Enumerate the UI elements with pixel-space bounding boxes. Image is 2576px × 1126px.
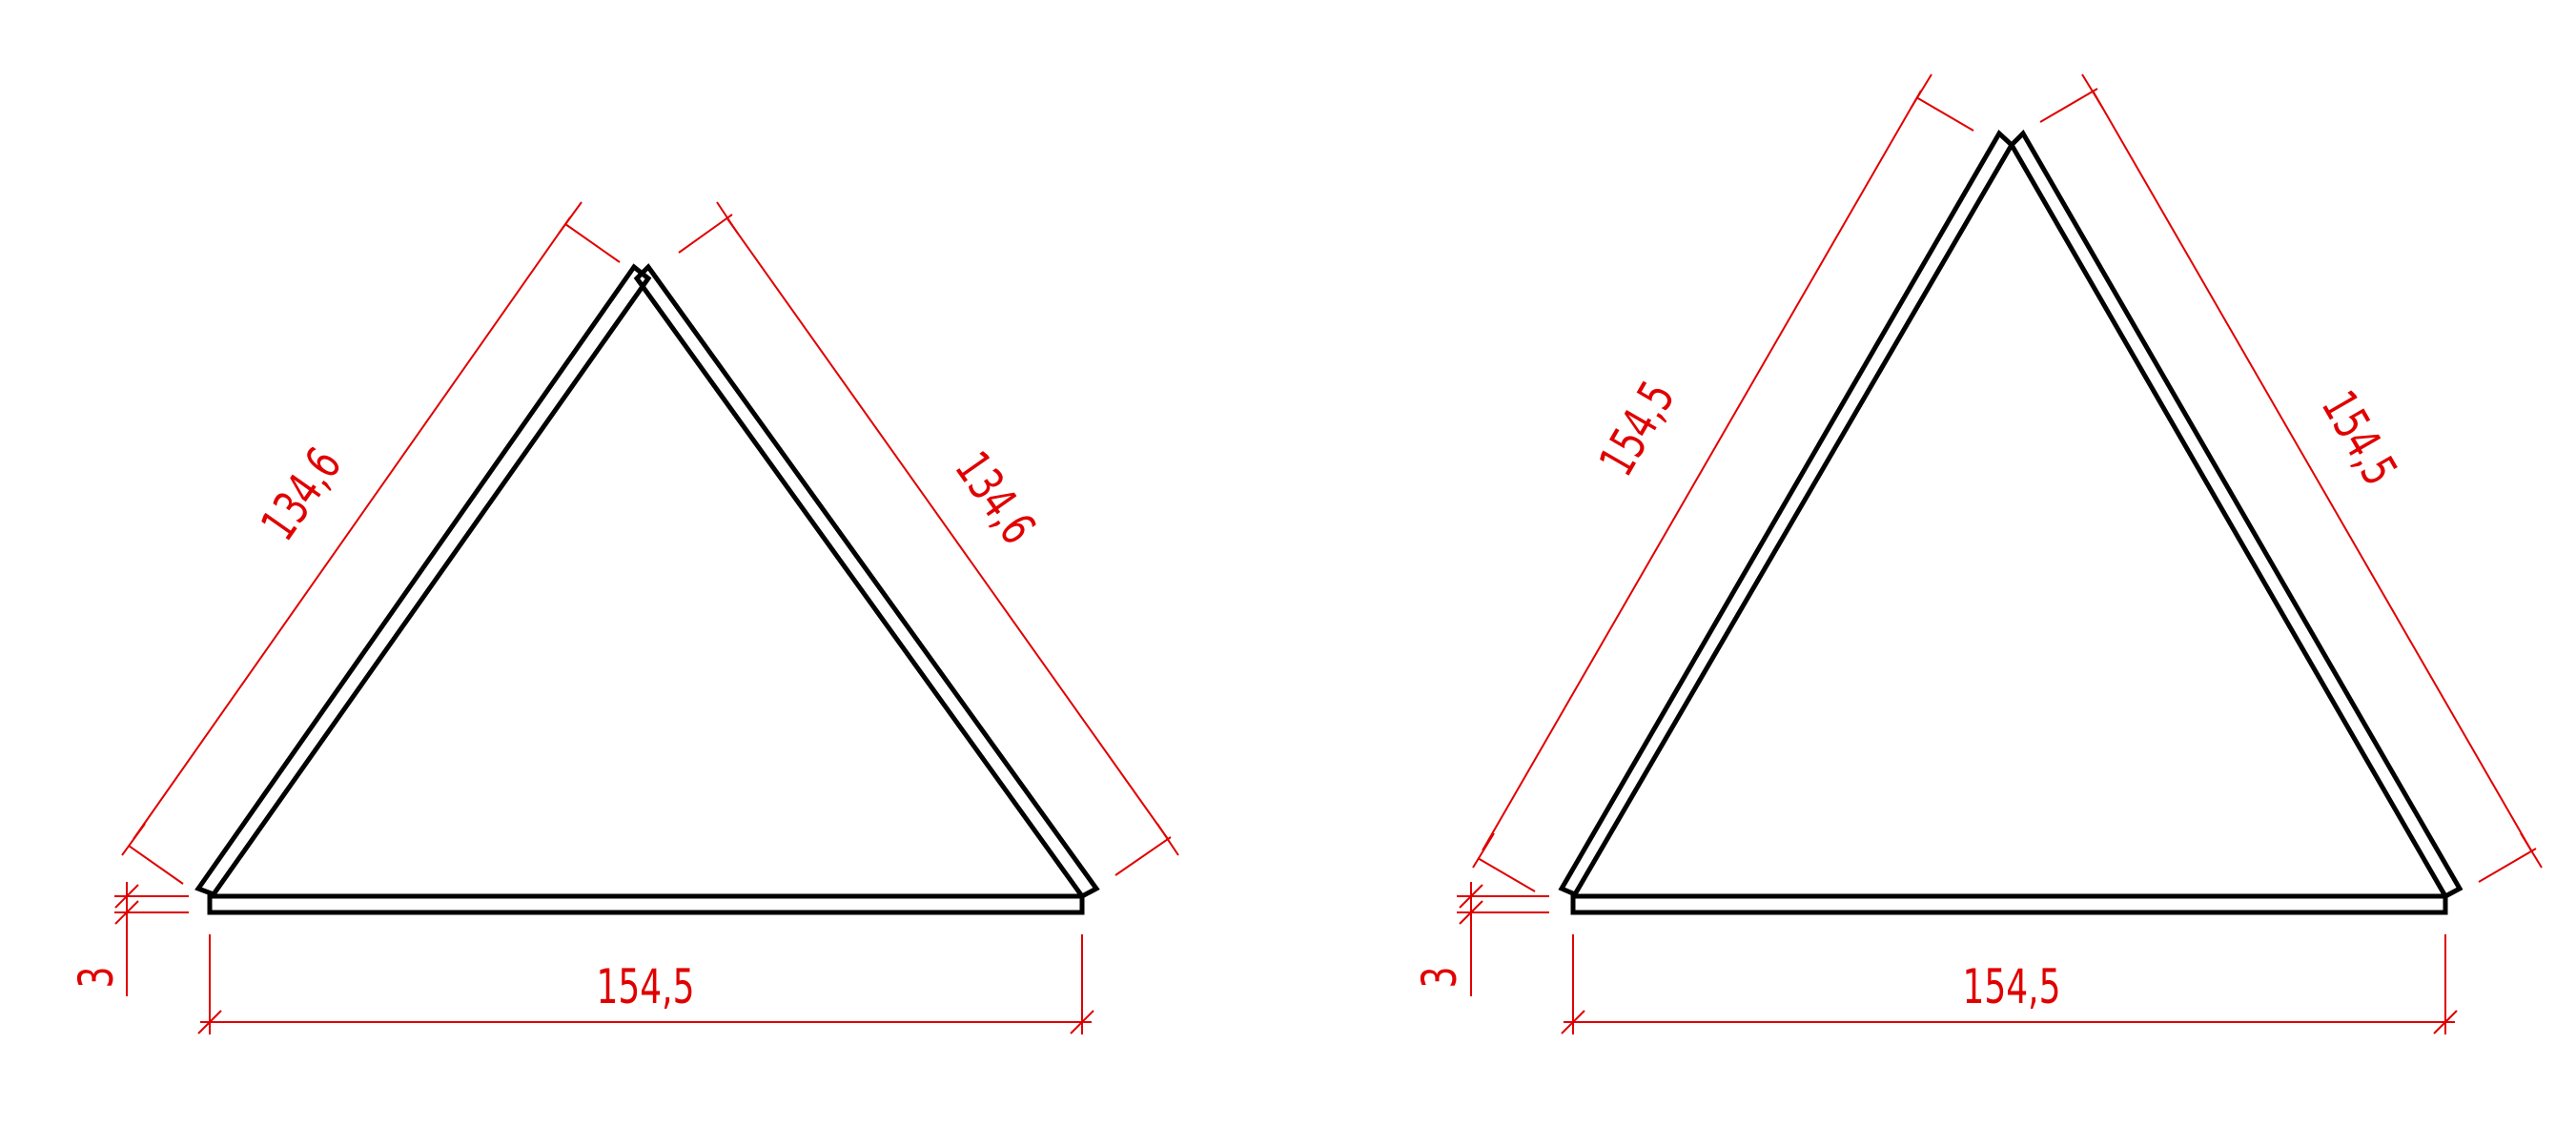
dimension-base-1: 154,5: [197, 934, 1094, 1034]
frame-profile-2: [1558, 129, 2464, 915]
dimension-left-label-2: 154,5: [1589, 373, 1686, 485]
base-plate-1: [207, 893, 1085, 915]
dimension-thickness-label-1: 3: [70, 967, 124, 989]
dimension-right-side-2: 154,5: [2039, 73, 2543, 883]
dimension-left-label-1: 134,6: [252, 439, 353, 550]
dimension-base-label-1: 154,5: [596, 960, 694, 1014]
right-leg-1: [633, 263, 1100, 900]
dimension-right-label-1: 134,6: [944, 442, 1045, 554]
triangle-frame-drawing-1: 154,5 134,6 134,6 3: [70, 201, 1179, 1034]
triangle-frame-drawing-2: 154,5 154,5 154,5 3: [1413, 73, 2543, 1034]
dimension-right-label-2: 154,5: [2310, 382, 2406, 495]
dimension-left-side-1: 134,6: [121, 201, 621, 885]
left-leg-2: [1558, 130, 2015, 898]
right-leg-2: [2008, 129, 2464, 900]
dimension-base-2: 154,5: [1561, 934, 2458, 1034]
dimension-base-label-2: 154,5: [1962, 960, 2060, 1014]
dimension-thickness-label-2: 3: [1413, 967, 1467, 989]
left-leg-1: [194, 263, 652, 898]
dimension-left-side-2: 154,5: [1472, 73, 1974, 892]
base-plate-2: [1570, 893, 2448, 915]
dimension-thickness-2: 3: [1413, 882, 1549, 996]
dimension-thickness-1: 3: [70, 882, 189, 996]
frame-profile-1: [194, 263, 1100, 915]
dimension-right-side-1: 134,6: [678, 201, 1179, 876]
